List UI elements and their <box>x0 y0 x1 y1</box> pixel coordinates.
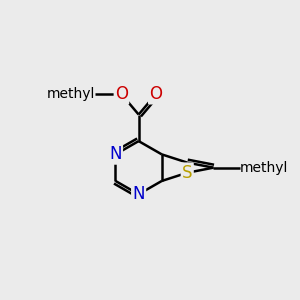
Text: methyl: methyl <box>46 87 95 101</box>
Text: N: N <box>132 185 145 203</box>
Text: S: S <box>182 164 193 182</box>
Text: O: O <box>115 85 128 103</box>
Text: methyl: methyl <box>240 161 289 175</box>
Text: O: O <box>149 85 162 103</box>
Text: N: N <box>109 146 122 164</box>
